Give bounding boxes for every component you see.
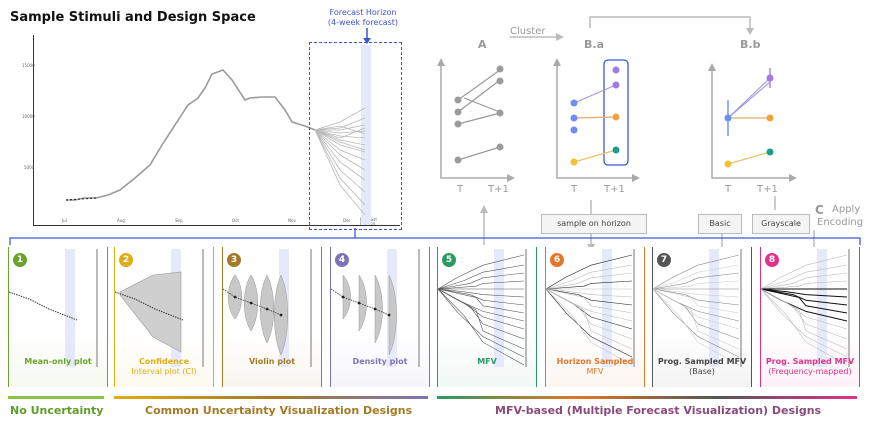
t1-label: T+1 [757, 184, 778, 195]
panel-name-line: MFV [477, 357, 497, 366]
panel-chart [9, 249, 98, 367]
panel-number-badge: 1 [13, 253, 27, 267]
basic-encoding-chip: Basic [698, 214, 742, 234]
x-tick: Oct [232, 218, 239, 223]
page-title: Sample Stimuli and Design Space [10, 10, 256, 25]
panel-chart [761, 249, 850, 367]
design-panel: 6 Horizon Sampled MFV [545, 247, 645, 387]
panel-name-line: Prog. Sampled MFV [657, 357, 747, 366]
design-panel: 4 Density plot [330, 247, 430, 387]
t1-label: T+1 [488, 184, 509, 195]
panel-name-line: Prog. Sampled MFV [765, 357, 855, 366]
category-bar-common [114, 396, 428, 399]
category-bar-mfv [437, 396, 857, 399]
panel-name: Prog. Sampled MFV (Frequency-mapped) [761, 357, 859, 377]
grayscale-encoding-chip: Grayscale [752, 214, 810, 234]
category-bar-no-uncertainty [8, 396, 104, 399]
design-panel: 5 MFV [437, 247, 537, 387]
x-tick: Jul [62, 218, 67, 223]
panel-name-line: Horizon Sampled [556, 357, 634, 366]
panel-name-line: Confidence [138, 357, 189, 366]
design-panel: 1 Mean-only plot [8, 247, 108, 387]
panel-name: MFV [438, 357, 536, 367]
apply-encoding-letter: C [815, 203, 824, 217]
panel-name-line: Violin plot [248, 357, 296, 366]
design-panel: 8 Prog. Sampled MFV (Frequency-mapped) [760, 247, 860, 387]
panel-chart [438, 249, 527, 367]
y-tick: 10000 [22, 114, 35, 119]
panel-name: Confidence Interval plot (CI) [115, 357, 213, 377]
y-tick: 5000 [24, 165, 35, 170]
panel-chart [115, 249, 204, 367]
t-label: T [725, 184, 732, 195]
panel-name-line: Interval plot (CI) [131, 367, 197, 376]
design-panel: 2 Confidence Interval plot (CI) [114, 247, 214, 387]
panel-number-badge: 2 [119, 253, 133, 267]
panel-name-line: (Base) [689, 367, 715, 376]
panel-number-badge: 6 [550, 253, 564, 267]
horizon-label-line: Forecast Horizon [329, 8, 397, 17]
category-mfv-based: MFV-based (Multiple Forecast Visualizati… [495, 404, 822, 417]
t-label: T [571, 184, 578, 195]
diagram-bb-label: B.b [740, 38, 761, 51]
apply-encoding-line: Apply [832, 204, 861, 215]
t1-label: T+1 [604, 184, 625, 195]
panel-number-badge: 5 [442, 253, 456, 267]
main-forecast-chart [33, 35, 400, 226]
panel-number-badge: 4 [335, 253, 349, 267]
forecast-horizon-label: Forecast Horizon (4-week forecast) [318, 8, 408, 28]
forecast-horizon-box [309, 42, 402, 230]
panel-number-badge: 8 [765, 253, 779, 267]
x-tick: Nov [288, 218, 296, 223]
sample-on-horizon-chip: sample on horizon [541, 214, 647, 234]
horizon-arrow-icon [363, 28, 371, 44]
x-tick: Aug [117, 218, 125, 223]
diagram-ba-label: B.a [584, 38, 604, 51]
panel-chart [331, 249, 420, 367]
t-label: T [457, 184, 464, 195]
design-panel: 7 Prog. Sampled MFV (Base) [652, 247, 752, 387]
diagram-a-label: A [478, 38, 487, 51]
panel-name-line: Mean-only plot [24, 357, 92, 366]
apply-encoding-label: Encoding [817, 217, 864, 228]
panel-name: Violin plot [223, 357, 321, 367]
y-tick: 15000 [22, 63, 35, 68]
panel-number-badge: 7 [657, 253, 671, 267]
panel-chart [546, 249, 635, 367]
category-no-uncertainty: No Uncertainty [10, 404, 104, 417]
panel-name: Mean-only plot [9, 357, 107, 367]
panel-chart [653, 249, 742, 367]
panel-chart [223, 249, 312, 367]
category-common-uncertainty: Common Uncertainty Visualization Designs [145, 404, 413, 417]
panel-name-line: MFV [586, 367, 604, 376]
panel-number-badge: 3 [227, 253, 241, 267]
apply-encoding-label: Apply [832, 204, 860, 216]
cluster-label: Cluster [510, 26, 546, 37]
panel-name-line: (Frequency-mapped) [768, 367, 852, 376]
panel-name-line: Density plot [352, 357, 408, 366]
panel-name: Horizon Sampled MFV [546, 357, 644, 377]
x-tick: Sep [175, 218, 183, 223]
x-tick: Dec [343, 218, 351, 223]
design-panel: 3 Violin plot [222, 247, 322, 387]
panel-name: Prog. Sampled MFV (Base) [653, 357, 751, 377]
panel-name: Density plot [331, 357, 429, 367]
horizon-label-line: (4-week forecast) [327, 18, 399, 27]
